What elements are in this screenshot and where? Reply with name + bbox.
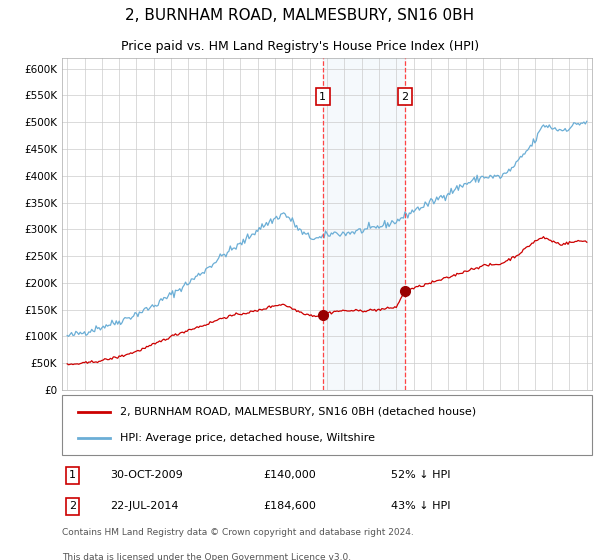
Text: £140,000: £140,000 xyxy=(263,470,316,480)
Text: 2, BURNHAM ROAD, MALMESBURY, SN16 0BH (detached house): 2, BURNHAM ROAD, MALMESBURY, SN16 0BH (d… xyxy=(120,407,476,417)
Text: 52% ↓ HPI: 52% ↓ HPI xyxy=(391,470,450,480)
Text: £184,600: £184,600 xyxy=(263,501,316,511)
Text: HPI: Average price, detached house, Wiltshire: HPI: Average price, detached house, Wilt… xyxy=(120,433,376,443)
Text: This data is licensed under the Open Government Licence v3.0.: This data is licensed under the Open Gov… xyxy=(62,553,351,560)
Text: 22-JUL-2014: 22-JUL-2014 xyxy=(110,501,178,511)
Text: 2, BURNHAM ROAD, MALMESBURY, SN16 0BH: 2, BURNHAM ROAD, MALMESBURY, SN16 0BH xyxy=(125,8,475,24)
Text: Contains HM Land Registry data © Crown copyright and database right 2024.: Contains HM Land Registry data © Crown c… xyxy=(62,528,414,536)
Text: 1: 1 xyxy=(319,91,326,101)
Text: 30-OCT-2009: 30-OCT-2009 xyxy=(110,470,182,480)
Text: Price paid vs. HM Land Registry's House Price Index (HPI): Price paid vs. HM Land Registry's House … xyxy=(121,40,479,53)
Text: 2: 2 xyxy=(401,91,409,101)
Text: 1: 1 xyxy=(69,470,76,480)
Text: 43% ↓ HPI: 43% ↓ HPI xyxy=(391,501,450,511)
Text: 2: 2 xyxy=(69,501,76,511)
Bar xyxy=(323,58,405,390)
